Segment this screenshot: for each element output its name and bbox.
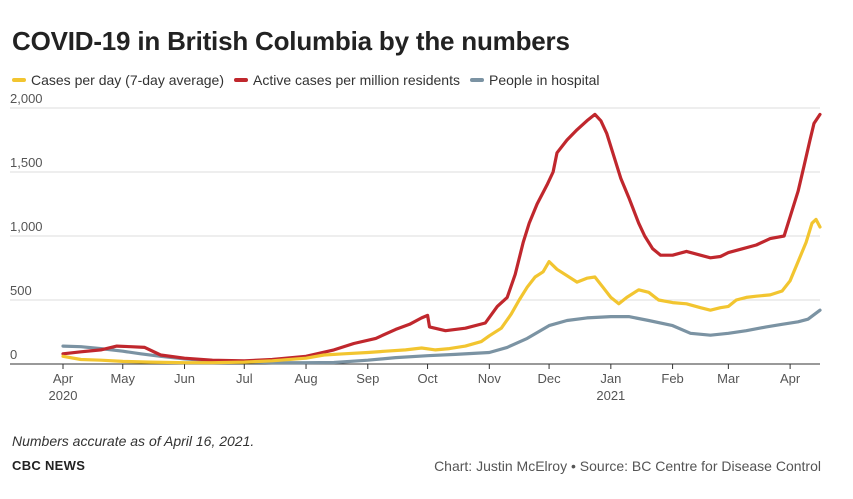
y-tick-label: 1,000 [10, 219, 43, 234]
x-tick-label: Jun [174, 371, 195, 386]
x-tick-label: Apr [780, 371, 801, 386]
series-line-people-in-hospital [61, 308, 822, 365]
legend-label-hospital: People in hospital [488, 72, 600, 88]
x-tick-year-label: 2021 [596, 388, 625, 403]
chart-legend: Cases per day (7-day average) Active cas… [12, 72, 600, 88]
x-tick-label: Sep [356, 371, 379, 386]
chart-title: COVID-19 in British Columbia by the numb… [12, 26, 570, 56]
legend-swatch-active [234, 78, 248, 82]
x-tick-label: Apr [53, 371, 74, 386]
x-tick-label: May [110, 371, 135, 386]
line-chart: 0 500 1,000 1,500 2,000 Apr 2020 May Jun Jul Aug Se… [10, 91, 822, 403]
y-tick-label: 2,000 [10, 91, 43, 106]
legend-swatch-cases [12, 78, 26, 82]
legend-swatch-hospital [469, 78, 484, 82]
chart-credit: Chart: Justin McElroy • Source: BC Centr… [434, 458, 821, 474]
x-tick-label: Oct [417, 371, 438, 386]
footnote: Numbers accurate as of April 16, 2021. [12, 433, 255, 449]
x-tick-label: Mar [717, 371, 740, 386]
x-tick-label: Nov [478, 371, 502, 386]
x-tick-label: Feb [661, 371, 683, 386]
cbc-news-logo: CBC NEWS [12, 458, 86, 473]
x-tick-label: Jul [236, 371, 253, 386]
series-line-active-cases-per-million-residents [61, 112, 822, 363]
y-tick-label: 500 [10, 283, 32, 298]
y-tick-label: 0 [10, 347, 17, 362]
x-tick-label: Jan [600, 371, 621, 386]
legend-label-cases: Cases per day (7-day average) [31, 72, 224, 88]
legend-label-active: Active cases per million residents [253, 72, 460, 88]
legend-item-cases: Cases per day (7-day average) [12, 72, 224, 88]
legend-item-hospital: People in hospital [469, 72, 600, 88]
x-tick-year-label: 2020 [49, 388, 78, 403]
y-tick-label: 1,500 [10, 155, 43, 170]
x-tick-label: Dec [538, 371, 562, 386]
series-line-cases-per-day-7-day-average [61, 217, 822, 365]
x-tick-label: Aug [294, 371, 317, 386]
legend-item-active: Active cases per million residents [234, 72, 460, 88]
